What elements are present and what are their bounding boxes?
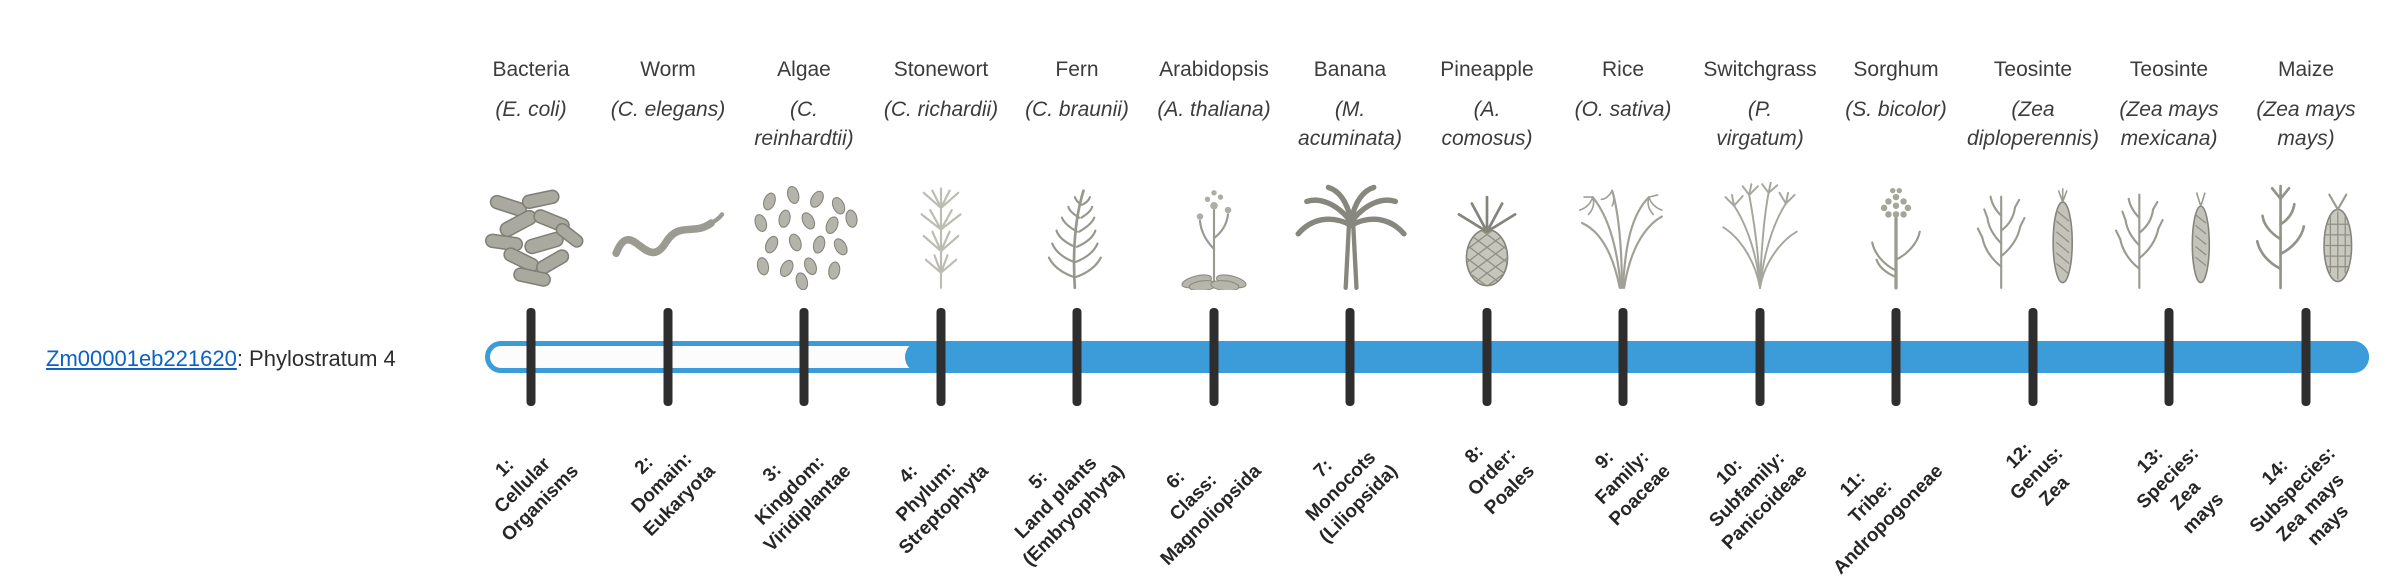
organism-common-name: Sorghum [1853,58,1939,81]
organism-scientific-name: (Zea diploperennis) [1967,98,2099,150]
organism-scientific-name: (O. sativa) [1574,98,1672,121]
phylostratum-tick-12 [2028,308,2038,406]
phylostratum-label-1: 1: Cellular Organisms [490,453,583,546]
phylostratum-label-4: 4: Phylum: Streptophyta [892,458,993,559]
organism-scientific-name: (E. coli) [495,98,567,121]
organism-scientific-name: (P. virgatum) [1716,98,1804,150]
organism-common-name: Banana [1313,58,1387,81]
phylostratum-label-8: 8: Order: Poales [1460,441,1539,520]
gene-label: Zm00001eb221620: Phylostratum 4 [46,346,396,372]
gene-id-link[interactable]: Zm00001eb221620 [46,346,237,371]
phylostratum-tick-7 [1345,308,1355,406]
phylostratum-label-10: 10: Subfamily: Panicoideae [1705,448,1812,555]
organism-scientific-name: (C. richardii) [883,98,999,121]
organism-common-name: Stonewort [893,58,989,81]
organism-common-name: Rice [1601,58,1645,81]
phylostratum-tick-9 [1618,308,1628,406]
organism-scientific-name: (Zea mays mays) [2256,98,2356,150]
phylostratum-tick-4 [936,308,946,406]
worm-icon [590,168,746,290]
phylostratum-tick-6 [1209,308,1219,406]
organism-scientific-name: (A. thaliana) [1157,98,1271,121]
sorghum-icon [1818,168,1974,290]
phylostratum-label-2: 2: Domain: Eukaryota [627,448,720,541]
organism-common-name: Teosinte [1993,58,2073,81]
phylostratum-bar-fill [905,341,2369,373]
organism-common-name: Worm [640,58,696,81]
phylostratum-label-14: 14: Subspecies: Zea mays mays [2245,443,2354,551]
phylostratum-tick-2 [663,308,673,406]
phylostratum-tick-5 [1072,308,1082,406]
maize-icon [2228,168,2384,290]
organism-scientific-name: (S. bicolor) [1845,98,1947,121]
organism-scientific-name: (A. comosus) [1441,98,1533,150]
phylostratum-label-9: 9: Family: Poaceae [1591,446,1675,531]
organism-common-name: Algae [777,58,831,81]
organism-common-name: Fern [1055,58,1099,81]
organism-common-name: Maize [2277,58,2335,81]
teosinte-diploperennis-icon [1955,168,2111,290]
arabidopsis-icon [1136,168,1292,290]
phylostratum-tick-3 [799,308,809,406]
switchgrass-icon [1682,168,1838,290]
organism-common-name: Bacteria [492,58,570,81]
pineapple-icon [1409,168,1565,290]
organism-scientific-name: (Zea mays mexicana) [2119,98,2219,150]
phylostratum-label-5: 5: Land plants (Embryophyta) [1011,452,1129,571]
phylostratum-label-13: 13: Species: Zea mays [2132,443,2229,539]
bacteria-icon [453,168,609,290]
phylostratum-tick-1 [526,308,536,406]
teosinte-mexicana-icon [2091,168,2247,290]
phylostratum-tick-11 [1891,308,1901,406]
organism-common-name: Switchgrass [1703,58,1817,81]
gene-stratum-text: : Phylostratum 4 [236,346,396,371]
phylostratum-tick-13 [2164,308,2174,406]
phylostratum-label-11: 11: Tribe: Andropogoneae [1829,460,1948,579]
organism-scientific-name: (C. elegans) [610,98,726,121]
phylostratum-label-3: 3: Kingdom: Viridiplantae [751,451,856,557]
organism-scientific-name: (C. braunii) [1025,98,1129,121]
organism-common-name: Arabidopsis [1159,58,1269,81]
banana-icon [1272,168,1428,290]
algae-icon [726,168,882,290]
rice-icon [1545,168,1701,290]
fern-icon [999,168,1155,290]
phylostratum-label-12: 12: Genus: Zea [2001,438,2074,511]
phylostratum-label-6: 6: Class: Magnoliopsida [1156,460,1266,570]
stonewort-icon [863,168,1019,290]
organism-common-name: Pineapple [1440,58,1534,81]
phylostratum-bar [485,341,2369,373]
organism-scientific-name: (M. acuminata) [1298,98,1402,150]
phylostratum-tick-8 [1482,308,1492,406]
organism-common-name: Teosinte [2129,58,2209,81]
phylostratum-tick-10 [1755,308,1765,406]
phylostratum-label-7: 7: Monocots (Liliopsida) [1301,447,1402,548]
organism-scientific-name: (C. reinhardtii) [754,98,854,150]
phylostratum-tick-14 [2301,308,2311,406]
